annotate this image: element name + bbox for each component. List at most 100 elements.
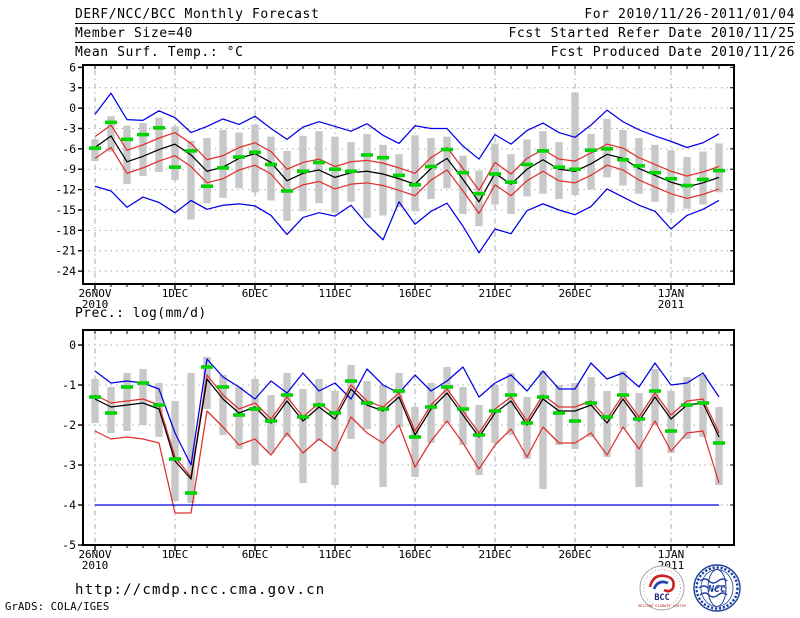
member-spread-bar <box>283 373 291 437</box>
member-spread-bar <box>123 125 131 185</box>
member-spread-bar <box>299 389 307 483</box>
y-tick-label: -9 <box>62 162 76 176</box>
member-spread-bar <box>251 379 259 465</box>
y-tick-label: 6 <box>69 60 76 74</box>
member-spread-bar <box>267 136 275 201</box>
header-divider-1 <box>75 23 795 24</box>
member-spread-bar <box>107 387 115 433</box>
bcc-red-swirl-icon <box>648 574 675 593</box>
produced-date-label: Fcst Produced Date 2010/11/26 <box>550 45 795 60</box>
member-spread-bar <box>203 357 211 409</box>
member-spread-bar <box>555 385 563 445</box>
x-tick-label: 1JAN <box>658 287 685 300</box>
x-tick-label: 11DEC <box>318 548 351 561</box>
y-tick-label: -15 <box>55 203 76 217</box>
y-tick-label: -3 <box>62 458 76 472</box>
refer-date-label: Fcst Started Refer Date 2010/11/25 <box>508 26 795 41</box>
page-title: DERF/NCC/BCC Monthly Forecast <box>75 7 320 22</box>
website-url-text: http://cmdp.ncc.cma.gov.cn <box>75 582 326 598</box>
y-tick-label: -2 <box>62 418 76 432</box>
x-year-label: 2010 <box>82 298 109 311</box>
x-tick-label: 26NOV <box>78 287 111 300</box>
grads-credit-text: GrADS: COLA/IGES <box>5 601 110 613</box>
y-tick-label: -1 <box>62 378 76 392</box>
bcc-blue-swirl-icon <box>652 580 669 590</box>
member-spread-bar <box>475 405 483 475</box>
bcc-ring-text-icon <box>643 569 681 607</box>
member-spread-bar <box>475 170 483 227</box>
member-spread-bar <box>683 157 691 209</box>
y-tick-label: -24 <box>55 264 76 278</box>
y-tick-label: -5 <box>62 538 76 552</box>
x-tick-label: 1DEC <box>162 548 189 561</box>
series-ensemble-min <box>94 185 720 254</box>
x-tick-label: 21DEC <box>478 548 511 561</box>
x-tick-label: 11DEC <box>318 287 351 300</box>
member-spread-bar <box>667 391 675 453</box>
member-spread-bar <box>587 133 595 190</box>
member-spread-bar <box>107 116 115 152</box>
y-tick-label: 0 <box>69 338 76 352</box>
member-spread-bar <box>619 129 627 186</box>
member-spread-bar <box>171 126 179 181</box>
x-tick-label: 16DEC <box>398 287 431 300</box>
member-spread-bar <box>523 139 531 197</box>
y-axis: 0 -1 -2 -3 -4 -5 <box>62 338 734 552</box>
member-spread-bar <box>251 124 259 193</box>
x-tick-label: 1DEC <box>162 287 189 300</box>
member-spread-bar <box>91 139 99 162</box>
x-year-label: 2011 <box>658 298 685 311</box>
observation-dashes <box>89 120 725 196</box>
x-year-label: 2010 <box>82 559 109 572</box>
series-ensemble-mean <box>94 378 720 480</box>
y-tick-label: 0 <box>69 101 76 115</box>
bcc-ring-caption: BEIJING CLIMATE CENTER <box>638 604 686 608</box>
footer-logos: BCC BEIJING CLIMATE CENTER NCC <box>638 564 741 612</box>
x-axis: 26NOV 1DEC 6DEC 11DEC 16DEC 21DEC 26DEC 1JAN 201… <box>78 330 720 572</box>
member-spread-bar <box>171 401 179 501</box>
member-spread-bar <box>571 92 579 196</box>
member-spread-bar <box>315 131 323 204</box>
ncc-logo-label: NCC <box>707 584 726 595</box>
y-tick-label: 3 <box>69 81 76 95</box>
x-tick-label: 6DEC <box>242 548 269 561</box>
member-spread-bar <box>587 377 595 437</box>
x-tick-label: 26DEC <box>558 287 591 300</box>
series-ensemble-max <box>94 358 720 466</box>
member-spread-bar <box>315 379 323 441</box>
bcc-logo-label: BCC <box>654 593 669 603</box>
ncc-wave-icon <box>699 578 728 584</box>
member-spread-bar <box>667 150 675 213</box>
member-spread-bar <box>139 123 147 177</box>
member-spread-bar <box>459 155 467 215</box>
member-spread-bar <box>139 369 147 425</box>
x-tick-label: 26DEC <box>558 548 591 561</box>
series-ensemble-max <box>94 92 720 160</box>
member-spread-bar <box>539 371 547 489</box>
x-tick-label: 21DEC <box>478 287 511 300</box>
plot-frame <box>82 329 735 546</box>
member-spread-bar <box>443 367 451 423</box>
member-spread-bar <box>715 407 723 485</box>
valid-range-label: For 2010/11/26-2011/01/04 <box>584 7 795 22</box>
y-tick-label: -18 <box>55 223 76 237</box>
series-lower-spread <box>94 146 720 215</box>
temperature-panel-title: Mean Surf. Temp.: °C <box>75 45 244 60</box>
member-spread-bar <box>187 140 195 220</box>
member-spread-bar <box>603 391 611 457</box>
x-tick-label: 26NOV <box>78 548 111 561</box>
precipitation-panel-title: Prec.: log(mm/d) <box>75 306 207 321</box>
member-spread-bar <box>331 391 339 485</box>
member-spread-bar <box>379 144 387 216</box>
member-spread-bar <box>523 397 531 459</box>
member-spread-bar <box>219 129 227 198</box>
x-tick-label: 6DEC <box>242 287 269 300</box>
ncc-logo: NCC <box>693 564 741 612</box>
y-axis: 6 3 0 -3 -6 -9 -12 -15 -18 -21 -24 <box>55 60 734 278</box>
x-tick-label: 1JAN <box>658 548 685 561</box>
ncc-scalloped-ring-icon <box>695 566 739 610</box>
member-spread-bar <box>331 136 339 213</box>
